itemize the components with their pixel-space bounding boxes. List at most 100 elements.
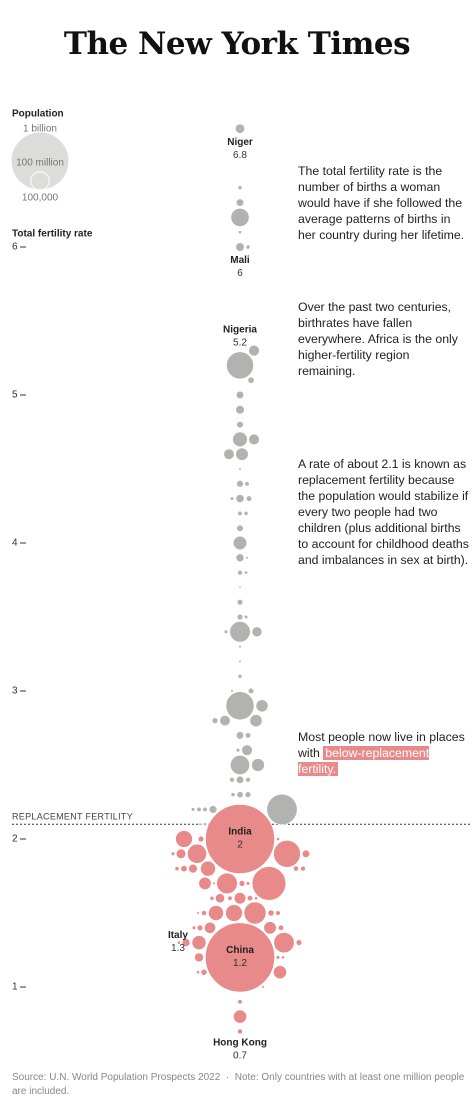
country-bubble: [229, 496, 235, 501]
country-bubble: [243, 511, 249, 516]
country-bubble: [202, 806, 208, 812]
country-name: Mali: [230, 255, 250, 266]
annotation: Most people now live in places with belo…: [298, 729, 470, 777]
country-bubble: [175, 848, 187, 859]
country-value: 6.8: [233, 150, 247, 161]
country-bubble: [181, 938, 191, 947]
country-bubble: [235, 748, 241, 753]
country-bubble: [246, 895, 254, 902]
country-bubble: [235, 775, 245, 784]
country-value: 1.3: [171, 943, 185, 954]
country-bubble: [237, 510, 243, 516]
masthead: The New York Times: [63, 26, 411, 62]
country-bubble: [251, 866, 287, 901]
country-bubble: [175, 830, 193, 848]
country-bubble: [238, 880, 246, 887]
country-bubble: [235, 731, 245, 740]
country-bubble: [229, 777, 235, 783]
country-bubble: [208, 905, 224, 921]
country-bubble: [237, 999, 243, 1005]
annotation-text: Most people now live in places with: [298, 730, 465, 760]
country-bubble: [226, 351, 254, 380]
country-bubble: [196, 911, 200, 915]
country-bubble: [223, 629, 229, 634]
country-bubble: [300, 865, 306, 872]
country-bubble: [204, 921, 216, 934]
country-bubble: [230, 207, 250, 227]
country-bubble: [201, 910, 207, 916]
country-bubble: [275, 910, 281, 916]
country-bubble: [275, 955, 281, 960]
country-bubble: [236, 598, 244, 606]
country-bubble: [198, 822, 202, 826]
country-bubble: [261, 985, 265, 989]
country-bubble: [196, 970, 200, 975]
annotation: The total fertility rate is the number o…: [298, 164, 465, 242]
country-bubble: [238, 230, 242, 235]
country-bubble: [191, 925, 197, 930]
country-bubble: [187, 843, 207, 864]
country-bubble: [232, 431, 248, 448]
y-tick-label: 2: [12, 834, 18, 845]
country-bubble: [200, 860, 216, 877]
country-bubble: [244, 570, 248, 575]
country-bubble: [205, 804, 275, 874]
country-bubble: [251, 758, 265, 772]
country-bubble: [233, 1009, 247, 1024]
country-bubble: [245, 495, 253, 502]
country-bubble: [197, 835, 205, 843]
country-bubble: [273, 840, 301, 868]
country-bubble: [235, 390, 245, 400]
legend-label: 100 million: [16, 158, 64, 169]
country-bubble: [200, 968, 208, 976]
country-bubble: [230, 755, 250, 775]
country-bubble: [293, 865, 299, 872]
country-name: Niger: [227, 137, 253, 148]
country-name: Italy: [168, 930, 188, 941]
country-bubble: [225, 691, 255, 721]
country-bubble: [245, 777, 251, 783]
country-bubble: [219, 715, 231, 727]
y-tick-label: 3: [12, 686, 18, 697]
country-bubble: [188, 863, 198, 874]
country-value: 5.2: [233, 338, 247, 349]
country-bubble: [243, 614, 249, 620]
country-bubble: [203, 822, 207, 827]
source: Source: U.N. World Population Prospects …: [12, 1072, 221, 1083]
country-bubble: [263, 921, 277, 935]
country-bubble: [247, 376, 255, 384]
y-axis-label: Total fertility rate: [12, 229, 93, 240]
country-bubble: [190, 807, 196, 812]
country-bubble: [237, 185, 243, 191]
country-bubble: [267, 909, 275, 917]
country-value: 6: [237, 268, 243, 279]
country-bubble: [235, 405, 245, 415]
country-bubble: [237, 673, 243, 679]
country-bubble: [255, 699, 269, 713]
country-bubble: [215, 893, 225, 904]
country-bubble: [216, 872, 238, 895]
country-name: China: [226, 945, 254, 956]
legend-label: 1 billion: [23, 124, 57, 135]
country-bubble: [237, 569, 243, 576]
country-value: 1.2: [233, 958, 247, 969]
legend-title: Population: [12, 109, 64, 120]
country-bubble: [230, 792, 236, 797]
country-bubble: [245, 244, 251, 250]
country-bubble: [177, 940, 181, 945]
annotation: A rate of about 2.1 is known as replacem…: [298, 457, 469, 567]
y-tick-label: 1: [12, 982, 18, 993]
country-bubble: [273, 965, 287, 980]
country-bubble: [281, 955, 285, 960]
country-bubble: [227, 895, 233, 901]
legend-label: 100,000: [22, 193, 59, 204]
country-bubble: [232, 535, 248, 551]
legend-circle: [30, 171, 50, 191]
country-bubble: [247, 687, 255, 695]
country-bubble: [212, 881, 216, 885]
country-bubble: [180, 865, 188, 873]
country-bubble: [243, 901, 267, 925]
country-bubble: [301, 849, 311, 858]
